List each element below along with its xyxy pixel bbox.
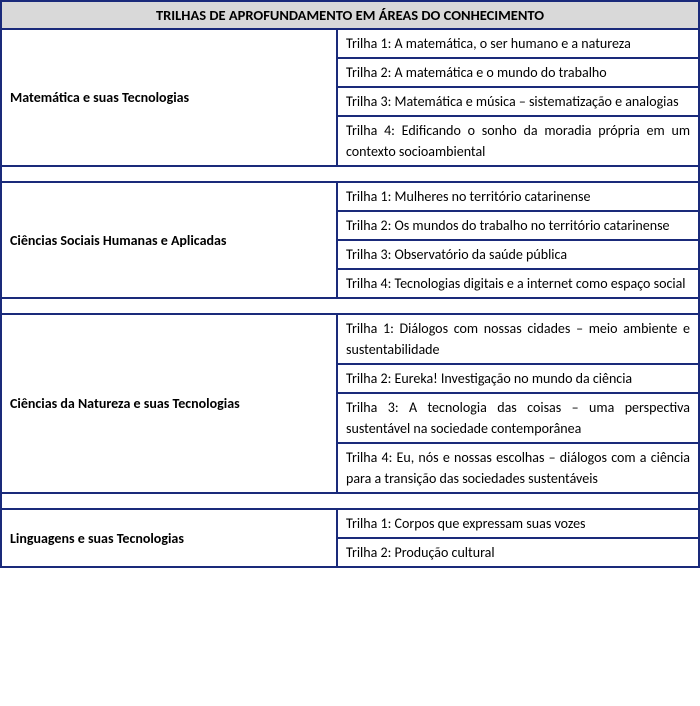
trilha-item: Trilha 2: Produção cultural xyxy=(338,539,698,566)
trilha-item: Trilha 2: A matemática e o mundo do trab… xyxy=(338,59,698,88)
trilha-item: Trilha 2: Eureka! Investigação no mundo … xyxy=(338,365,698,394)
trilha-item: Trilha 3: Observatório da saúde pública xyxy=(338,241,698,270)
trilha-item: Trilha 3: Matemática e música – sistemat… xyxy=(338,88,698,117)
trilha-item: Trilha 1: A matemática, o ser humano e a… xyxy=(338,30,698,59)
trilha-item: Trilha 2: Os mundos do trabalho no terri… xyxy=(338,212,698,241)
area-label: Linguagens e suas Tecnologias xyxy=(2,510,338,566)
trilha-item: Trilha 1: Corpos que expressam suas voze… xyxy=(338,510,698,539)
section-natureza: Ciências da Natureza e suas Tecnologias … xyxy=(2,315,698,494)
trilhas-list: Trilha 1: Diálogos com nossas cidades – … xyxy=(338,315,698,492)
table-header: TRILHAS DE APROFUNDAMENTO EM ÁREAS DO CO… xyxy=(2,2,698,30)
section-matematica: Matemática e suas Tecnologias Trilha 1: … xyxy=(2,30,698,167)
section-spacer xyxy=(2,167,698,183)
trilha-item: Trilha 4: Tecnologias digitais e a inter… xyxy=(338,270,698,297)
trilha-item: Trilha 4: Eu, nós e nossas escolhas – di… xyxy=(338,444,698,492)
trilha-item: Trilha 1: Mulheres no território catarin… xyxy=(338,183,698,212)
area-label: Ciências Sociais Humanas e Aplicadas xyxy=(2,183,338,297)
trilha-item: Trilha 3: A tecnologia das coisas – uma … xyxy=(338,394,698,444)
area-label: Ciências da Natureza e suas Tecnologias xyxy=(2,315,338,492)
trilhas-list: Trilha 1: Corpos que expressam suas voze… xyxy=(338,510,698,566)
section-spacer xyxy=(2,494,698,510)
section-linguagens: Linguagens e suas Tecnologias Trilha 1: … xyxy=(2,510,698,566)
trilhas-list: Trilha 1: Mulheres no território catarin… xyxy=(338,183,698,297)
trilhas-table: TRILHAS DE APROFUNDAMENTO EM ÁREAS DO CO… xyxy=(0,0,700,568)
section-spacer xyxy=(2,299,698,315)
trilhas-list: Trilha 1: A matemática, o ser humano e a… xyxy=(338,30,698,165)
trilha-item: Trilha 4: Edificando o sonho da moradia … xyxy=(338,117,698,165)
area-label: Matemática e suas Tecnologias xyxy=(2,30,338,165)
trilha-item: Trilha 1: Diálogos com nossas cidades – … xyxy=(338,315,698,365)
section-sociais: Ciências Sociais Humanas e Aplicadas Tri… xyxy=(2,183,698,299)
